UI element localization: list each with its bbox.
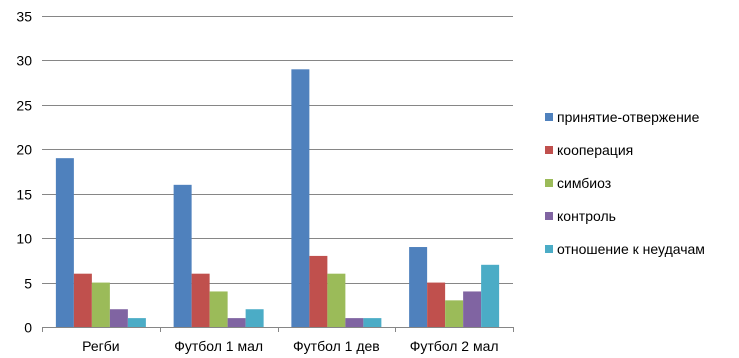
bar (109, 309, 128, 327)
y-axis-ticks: 0 5 10 15 20 25 30 35 (16, 9, 32, 336)
bar (345, 318, 364, 327)
legend-swatch (545, 113, 553, 121)
bar (191, 273, 210, 327)
bar (409, 247, 428, 327)
bar (427, 282, 446, 327)
legend-swatch (545, 179, 553, 187)
bar (91, 282, 110, 327)
y-tick-label: 5 (24, 276, 32, 292)
bar (291, 69, 310, 328)
bar (173, 184, 192, 327)
bar (481, 264, 500, 327)
category-label: Футбол 1 дев (293, 338, 380, 354)
x-axis-categories: Регби Футбол 1 мал Футбол 1 дев Футбол 2 ма… (82, 338, 498, 354)
bar (245, 309, 264, 327)
y-tick-label: 25 (16, 98, 32, 114)
bar (309, 255, 328, 327)
bars (55, 69, 500, 328)
legend-label: отношение к неудачам (557, 241, 705, 257)
bar (55, 158, 74, 327)
y-tick-label: 0 (24, 320, 32, 336)
y-tick-label: 10 (16, 231, 32, 247)
gridlines (42, 16, 514, 332)
bar (463, 291, 482, 327)
bar (445, 300, 464, 327)
legend-swatch (545, 146, 553, 154)
y-tick-label: 30 (16, 53, 32, 69)
y-tick-label: 35 (16, 9, 32, 25)
bar (227, 318, 246, 327)
bar (363, 318, 382, 327)
category-label: Футбол 2 мал (410, 338, 499, 354)
bar (209, 291, 228, 327)
y-tick-label: 20 (16, 142, 32, 158)
y-tick-label: 15 (16, 187, 32, 203)
legend-swatch (545, 245, 553, 253)
legend-label: симбиоз (557, 175, 611, 191)
bar (73, 273, 92, 327)
category-label: Футбол 1 мал (174, 338, 263, 354)
bar (327, 273, 346, 327)
legend-label: принятие-отвержение (557, 109, 700, 125)
legend-label: контроль (557, 208, 616, 224)
legend-swatch (545, 212, 553, 220)
category-label: Регби (82, 338, 119, 354)
legend: принятие-отвержение кооперация симбиоз конт… (545, 109, 705, 257)
legend-label: кооперация (557, 142, 633, 158)
bar (127, 318, 146, 327)
